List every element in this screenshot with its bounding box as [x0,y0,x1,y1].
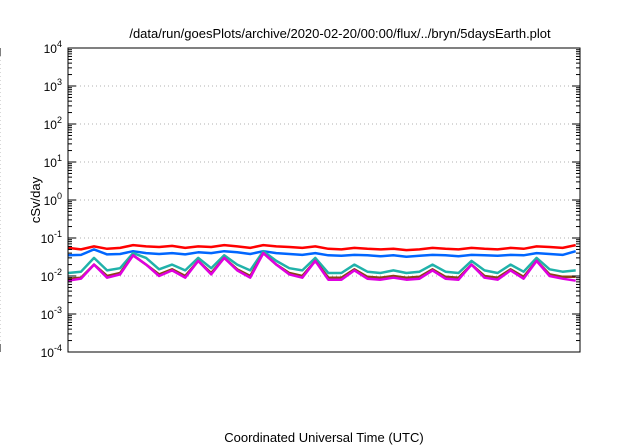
x-axis-label: Coordinated Universal Time (UTC) [224,430,423,445]
y-tick-label: 101 [44,153,62,170]
series-line [67,249,576,275]
y-tick-label: 10-4 [41,343,62,360]
y-tick-label: 10-2 [41,267,62,284]
y-tick-label: 102 [44,115,62,132]
y-tick-label: 10-1 [41,229,62,246]
y-tick-label: 100 [44,191,62,208]
series-line [67,251,576,282]
series-line [67,243,576,252]
series-group [67,243,577,282]
y-tick-label: 10-3 [41,305,62,322]
series-line [67,248,577,259]
grid [0,48,580,352]
y-tick-label: 104 [44,39,62,56]
chart-title: /data/run/goesPlots/archive/2020-02-20/0… [129,26,551,41]
y-tick-label: 103 [44,77,62,94]
y-axis-label: cSv/day [28,176,43,223]
ticks: 10-410-310-210-11001011021031042020-2-16… [0,0,580,360]
